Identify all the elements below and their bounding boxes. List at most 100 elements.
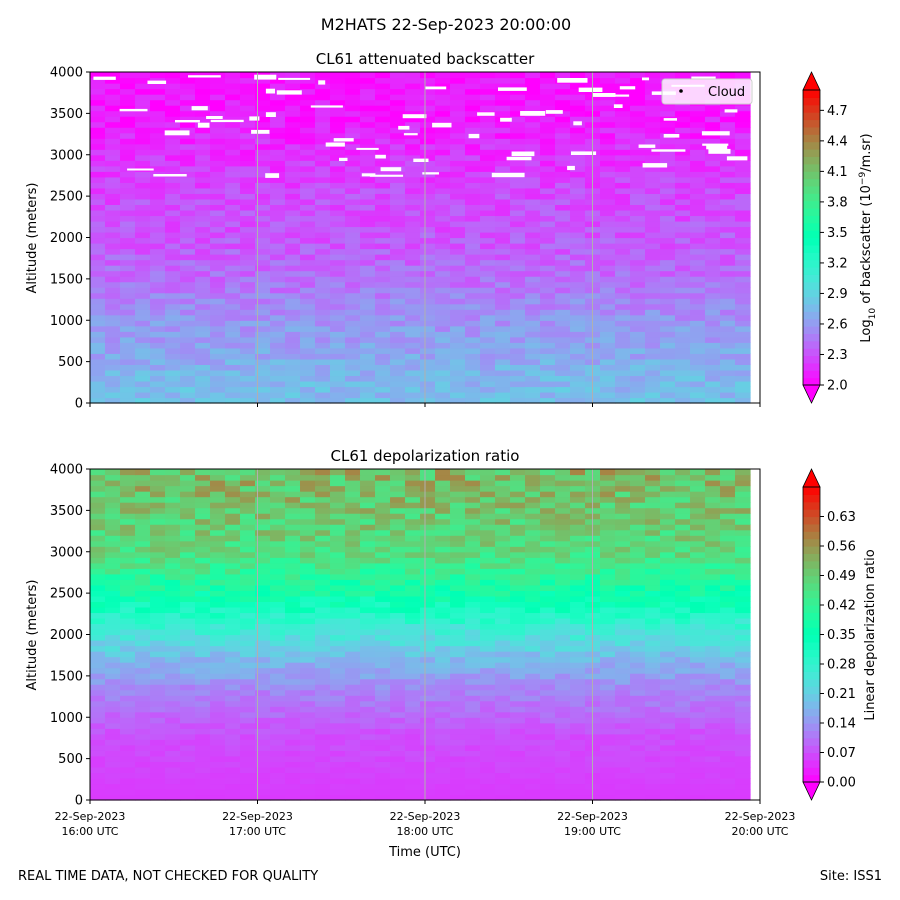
heatmap-cell — [480, 154, 496, 161]
heatmap-cell — [225, 651, 241, 658]
heatmap-cell — [210, 165, 226, 172]
heatmap-cell — [315, 298, 331, 305]
heatmap-cell — [120, 243, 136, 250]
heatmap-cell — [465, 623, 481, 630]
heatmap-cell — [645, 673, 661, 680]
heatmap-cell — [390, 265, 406, 272]
heatmap-cell — [390, 127, 406, 134]
heatmap-cell — [225, 105, 241, 112]
heatmap-cell — [120, 601, 136, 608]
heatmap-cell — [180, 259, 196, 266]
heatmap-cell — [600, 165, 616, 172]
heatmap-cell — [495, 590, 511, 597]
heatmap-cell — [165, 557, 181, 564]
heatmap-cell — [435, 540, 451, 547]
heatmap-cell — [615, 116, 631, 123]
heatmap-cell — [690, 568, 706, 575]
heatmap-cell — [90, 303, 106, 310]
heatmap-cell — [630, 678, 646, 685]
heatmap-cell — [555, 364, 571, 371]
heatmap-cell — [165, 380, 181, 388]
heatmap-cell — [435, 662, 451, 669]
heatmap-cell — [690, 176, 706, 183]
heatmap-cell — [480, 165, 496, 172]
heatmap-cell — [195, 132, 211, 139]
heatmap-cell — [165, 595, 181, 602]
heatmap-cell — [315, 744, 331, 751]
heatmap-cell — [555, 584, 571, 591]
heatmap-cell — [300, 209, 316, 217]
heatmap-cell — [165, 667, 181, 674]
heatmap-cell — [690, 187, 706, 194]
heatmap-cell — [660, 220, 676, 228]
heatmap-cell — [645, 783, 661, 790]
heatmap-cell — [270, 281, 286, 288]
heatmap-cell — [600, 386, 616, 393]
heatmap-cell — [375, 171, 391, 178]
heatmap-cell — [420, 662, 436, 669]
heatmap-cell — [705, 535, 721, 542]
heatmap-cell — [300, 777, 316, 785]
heatmap-cell — [450, 320, 466, 327]
heatmap-cell — [480, 94, 496, 101]
heatmap-cell — [660, 535, 676, 542]
heatmap-cell — [300, 220, 316, 228]
heatmap-cell — [540, 369, 556, 377]
heatmap-cell — [630, 105, 646, 112]
heatmap-cell — [90, 336, 106, 343]
heatmap-cell — [390, 612, 406, 619]
heatmap-cell — [90, 231, 106, 239]
heatmap-cell — [480, 127, 496, 134]
heatmap-cell — [300, 287, 316, 294]
heatmap-cell — [135, 777, 151, 785]
heatmap-cell — [330, 573, 346, 580]
heatmap-cell — [150, 209, 166, 217]
heatmap-cell — [705, 358, 721, 365]
heatmap-cell — [120, 160, 136, 167]
heatmap-cell — [345, 171, 361, 178]
heatmap-cell — [435, 154, 451, 161]
heatmap-cell — [390, 204, 406, 211]
heatmap-cell — [225, 772, 241, 779]
heatmap-cell — [720, 353, 736, 360]
heatmap-cell — [150, 193, 166, 200]
heatmap-cell — [540, 595, 556, 602]
heatmap-cell — [615, 700, 631, 707]
heatmap-cell — [705, 579, 721, 586]
heatmap-cell — [510, 270, 526, 277]
heatmap-cell — [660, 105, 676, 112]
heatmap-cell — [405, 94, 421, 101]
heatmap-cell — [720, 248, 736, 255]
heatmap-cell — [240, 198, 256, 205]
heatmap-cell — [150, 651, 166, 658]
backscatter-x-ticks — [89, 403, 761, 407]
heatmap-cell — [390, 121, 406, 128]
heatmap-cell — [435, 94, 451, 101]
heatmap-cell — [720, 651, 736, 658]
heatmap-cell — [540, 342, 556, 349]
heatmap-cell — [645, 364, 661, 371]
heatmap-cell — [465, 634, 481, 641]
heatmap-cell — [495, 656, 511, 663]
heatmap-cell — [255, 132, 271, 139]
heatmap-cell — [495, 706, 511, 713]
heatmap-cell — [375, 750, 391, 757]
heatmap-cell — [690, 226, 706, 233]
heatmap-cell — [630, 722, 646, 729]
heatmap-cell — [150, 336, 166, 343]
heatmap-cell — [375, 706, 391, 713]
heatmap-cell — [345, 645, 361, 652]
heatmap-cell — [375, 551, 391, 558]
heatmap-cell — [165, 209, 181, 217]
heatmap-cell — [705, 728, 721, 735]
heatmap-cell — [735, 623, 751, 630]
heatmap-cell — [375, 673, 391, 680]
heatmap-cell — [645, 110, 661, 117]
heatmap-cell — [285, 226, 301, 233]
heatmap-cell — [105, 540, 121, 547]
heatmap-cell — [330, 706, 346, 713]
heatmap-cell — [120, 220, 136, 228]
heatmap-cell — [735, 562, 751, 569]
heatmap-cell — [165, 149, 181, 156]
heatmap-cell — [420, 772, 436, 779]
